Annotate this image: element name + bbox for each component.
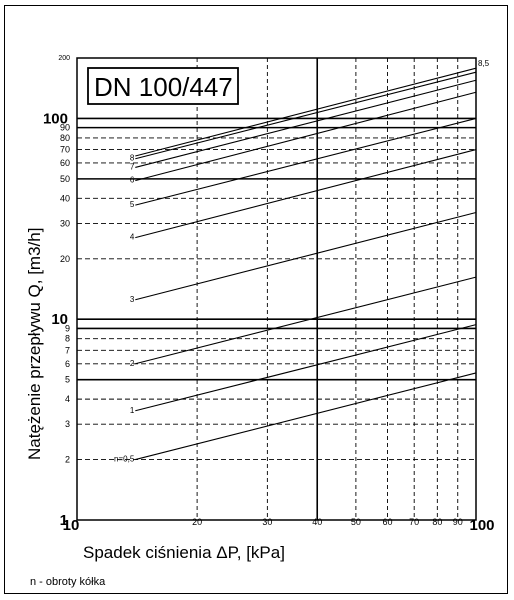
x-axis-label: Spadek ciśnienia ΔP, [kPa] [83,543,285,562]
series-line [135,79,477,168]
grid [77,58,476,520]
y-tick-label: 1 [60,512,68,529]
series-label: 4 [130,233,135,242]
series-line [135,324,477,412]
x-tick-label: 10 [63,517,80,534]
y-tick-label: 20 [60,254,70,264]
series-line [135,372,477,461]
series-label: 5 [130,200,135,209]
series-label: 6 [130,176,135,185]
series-label: 8 [130,154,135,163]
y-tick-label: 10 [51,311,68,328]
series-line [135,117,477,206]
y-tick-label: 200 [58,55,70,62]
y-tick-label: 80 [60,133,70,143]
series-lines [135,67,477,461]
y-tick-label: 50 [60,174,70,184]
y-tick-label: 5 [65,375,70,385]
series-label: 7 [130,162,135,171]
y-tick-label: 3 [65,419,70,429]
x-tick-label: 60 [382,517,392,527]
y-tick-label: 8 [65,334,70,344]
y-tick-label: 7 [65,345,70,355]
series-line [135,91,477,182]
y-tick-label: 6 [65,359,70,369]
x-tick-label: 70 [409,517,419,527]
chart-frame [4,5,508,594]
x-tick-label: 20 [192,517,202,527]
x-tick-label: 80 [432,517,442,527]
series-line [135,149,477,239]
x-tick-label: 40 [312,517,322,527]
x-tick-label: 100 [469,517,494,534]
series-line [135,67,477,157]
series-line [135,71,477,160]
series-label: 2 [130,359,135,368]
y-axis-label: Natężenie przepływu Q, [m3/h] [25,228,44,460]
series-line [135,276,477,365]
x-tick-label: 50 [351,517,361,527]
footer-note: n - obroty kółka [30,576,106,588]
series-label: 3 [130,295,135,304]
series-label: 1 [130,406,135,415]
plot-border [76,57,477,521]
y-tick-label: 100 [43,110,68,127]
chart-title: DN 100/447 [94,72,233,102]
y-tick-label: 70 [60,145,70,155]
tick-labels: 10 20 30 40 50 60 70 80 90 1001234567891020304050… [43,55,495,534]
y-tick-label: 40 [60,193,70,203]
y-tick-label: 9 [65,323,70,333]
y-tick-label: 4 [65,394,70,404]
x-tick-label: 30 [262,517,272,527]
series-label: n=0,5 [114,455,135,464]
series-line [135,211,477,301]
y-tick-label: 60 [60,158,70,168]
series-label: 8,5 [478,59,490,68]
y-tick-label: 90 [60,123,70,133]
title-box: DN 100/447 [87,67,239,105]
y-tick-label: 2 [65,455,70,465]
y-tick-label: 30 [60,218,70,228]
x-tick-label: 90 [453,517,463,527]
